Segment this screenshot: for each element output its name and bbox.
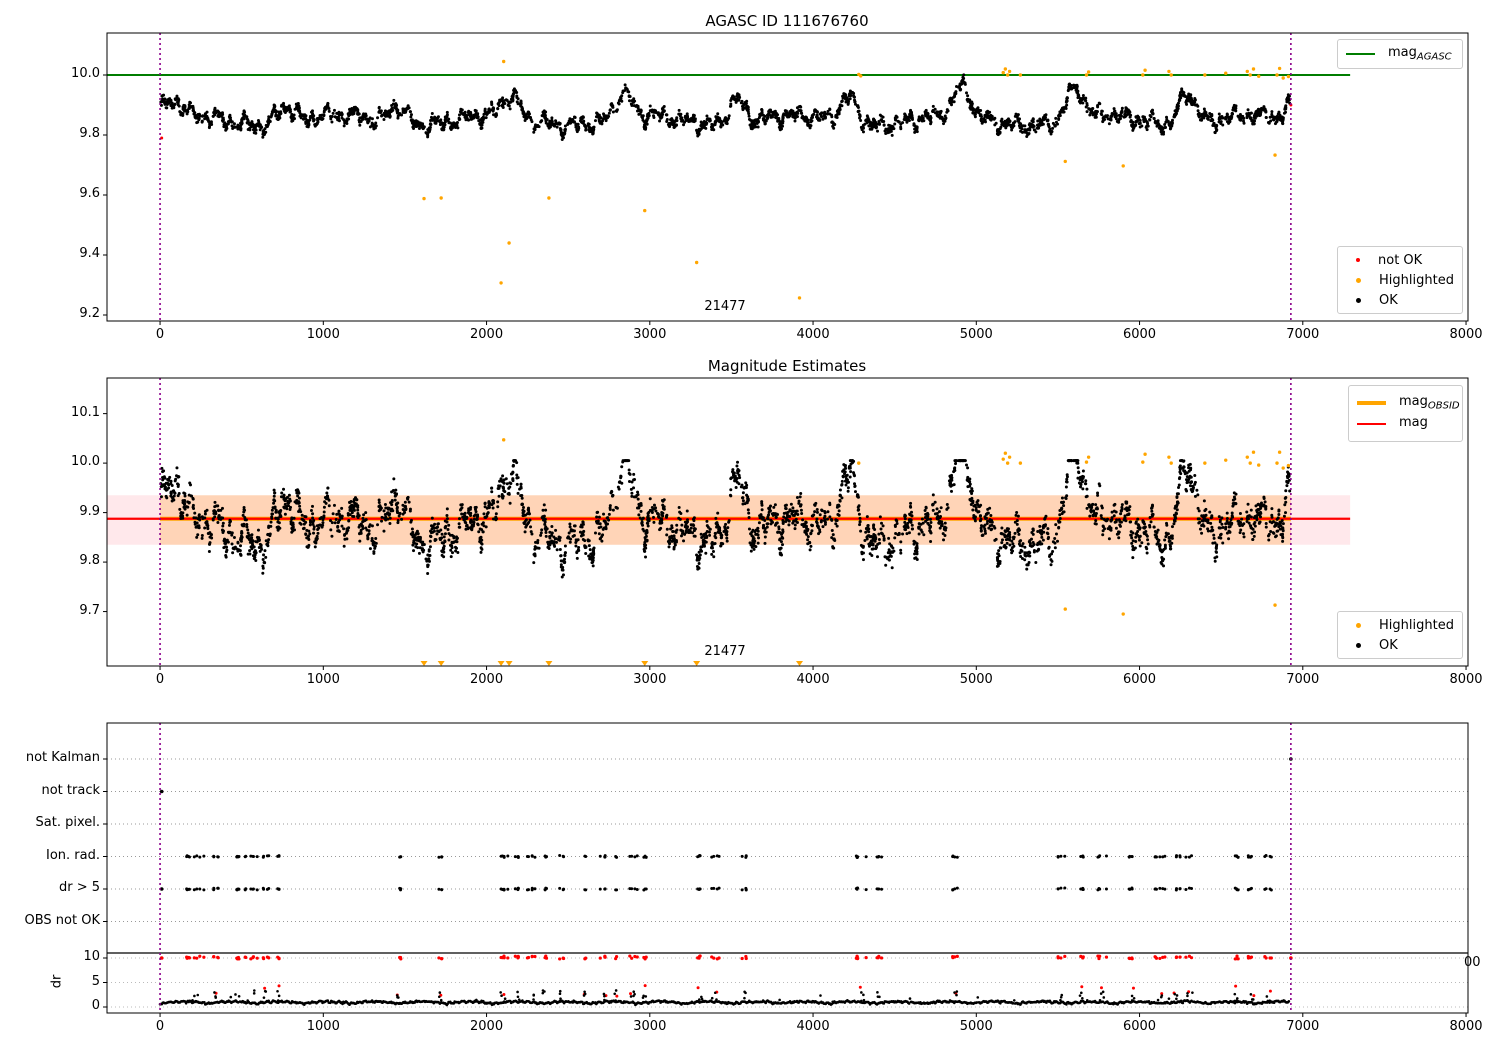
x-tick-label: 4000 [796,327,830,342]
legend-label: magOBSID [1399,394,1460,412]
x-tick-label: 3000 [633,1019,667,1034]
orange-dot-sample [1356,277,1361,283]
legend-top-points: not OK Highlighted OK [1337,246,1463,314]
legend-row: mag [1357,414,1454,435]
x-tick-label: 2000 [470,327,504,342]
legend-label: Highlighted [1379,272,1454,288]
x-tick-label: 5000 [959,1019,993,1034]
flag-label: Sat. pixel. [35,815,100,830]
legend-label: mag [1399,415,1428,431]
x-tick-label: 4000 [796,672,830,687]
x-tick-label: 1000 [306,672,340,687]
red-dot-sample [1356,258,1360,262]
x-tick-label: 6000 [1122,672,1157,687]
y-tick-label: 9.9 [79,503,100,519]
x-tick-label: 6000 [1122,327,1157,342]
middle-plot-title: Magnitude Estimates [707,357,867,375]
orange-dot-sample [1356,622,1361,628]
x-tick-label: 3000 [633,327,667,342]
red-line-sample [1357,422,1386,426]
x-tick-label: 0 [155,327,165,342]
clipped-tick-text: 00 [1464,955,1481,970]
legend-row: magAGASC [1346,44,1454,65]
black-dot-sample [1356,642,1361,648]
x-tick-label: 7000 [1286,327,1320,342]
legend-label: magAGASC [1388,45,1452,63]
orange-line-sample [1357,401,1386,405]
flag-label: dr > 5 [58,880,100,895]
x-tick-label: 0 [155,672,165,687]
x-tick-label: 8000 [1449,672,1483,687]
flag-label: Ion. rad. [46,847,100,863]
legend-row: not OK [1346,250,1454,270]
dr-tick-label: 10 [83,949,100,964]
y-tick-label: 9.7 [79,602,100,618]
legend-label: OK [1379,637,1398,653]
y-tick-label: 10.0 [71,454,100,470]
x-tick-label: 1000 [306,327,340,342]
x-tick-label: 3000 [633,672,667,687]
middle-annotation: 21477 [704,644,746,659]
y-tick-label: 9.8 [79,126,100,141]
legend-label: not OK [1378,252,1423,268]
x-tick-label: 8000 [1449,327,1483,342]
x-tick-label: 5000 [959,672,993,687]
y-tick-label: 9.4 [79,246,100,261]
legend-row: Highlighted [1346,615,1454,635]
x-tick-label: 0 [155,1019,165,1034]
top-annotation: 21477 [704,299,746,314]
x-tick-label: 2000 [470,672,504,687]
legend-row: Highlighted [1346,270,1454,290]
legend-label: Highlighted [1379,617,1454,633]
flag-label: not Kalman [25,750,100,765]
legend-row: magOBSID [1357,393,1460,414]
y-tick-label: 9.8 [79,553,100,569]
x-tick-label: 5000 [959,327,993,342]
legend-row: OK [1346,290,1454,310]
y-tick-label: 10.0 [71,66,100,81]
top-plot-title: AGASC ID 111676760 [705,12,869,30]
flag-label: not track [41,782,100,798]
x-tick-label: 2000 [470,1019,504,1034]
y-tick-label: 9.2 [79,306,100,321]
green-line-sample [1346,52,1375,56]
dr-tick-label: 0 [91,998,100,1013]
x-tick-label: 8000 [1449,1019,1483,1034]
x-tick-label: 7000 [1286,672,1320,687]
legend-row: OK [1346,635,1454,655]
legend-mag-agasc: magAGASC [1337,39,1463,69]
legend-middle-points: Highlighted OK [1337,611,1463,659]
legend-label: OK [1379,292,1398,308]
x-tick-label: 4000 [796,1019,830,1034]
dr-tick-label: 5 [91,973,100,989]
x-tick-label: 6000 [1122,1019,1157,1034]
y-tick-label: 9.6 [79,186,100,201]
x-tick-label: 1000 [306,1019,340,1034]
x-tick-label: 7000 [1286,1019,1320,1034]
flag-label: OBS not OK [24,912,101,928]
legend-mag-lines: magOBSID mag [1348,385,1463,442]
y-tick-label: 10.1 [71,404,100,420]
black-dot-sample [1356,297,1361,303]
